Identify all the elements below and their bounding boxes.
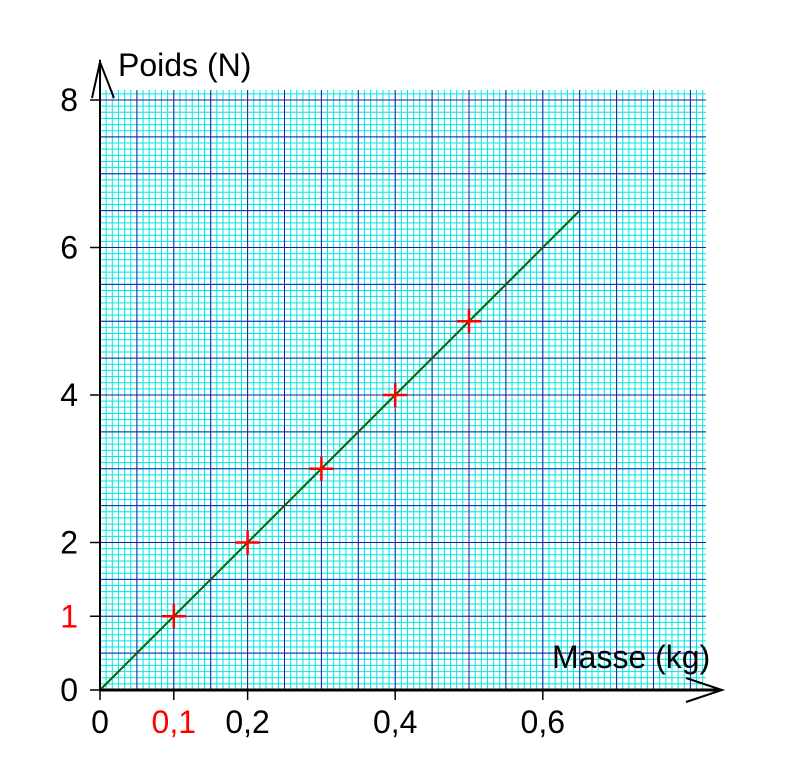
graph-paper-grid	[99, 90, 706, 691]
x-axis-label: Masse (kg)	[552, 639, 710, 675]
y-tick-label: 1	[60, 598, 78, 634]
data-point-1	[161, 604, 186, 629]
data-point-2	[235, 530, 260, 555]
y-tick-label: 8	[60, 82, 78, 118]
y-tick-label: 4	[60, 377, 78, 413]
data-point-5	[457, 309, 481, 334]
x-tick-label: 0,2	[225, 704, 269, 740]
x-tick-label: 0,6	[521, 704, 565, 740]
y-axis-arrow	[91, 58, 115, 99]
y-tick-label: 6	[60, 230, 78, 266]
data-point-3	[309, 456, 334, 481]
data-point-4	[383, 383, 408, 407]
y-axis-label: Poids (N)	[118, 47, 251, 83]
y-tick-label: 2	[60, 525, 78, 561]
x-tick-label: 0	[91, 704, 109, 740]
x-axis-arrow	[685, 677, 726, 703]
data-points	[161, 309, 481, 629]
axes	[91, 58, 726, 703]
fit-line	[99, 209, 581, 691]
tick-labels: 0 0,1 0,2 0,4 0,6 0 1 2 4 6 8	[60, 82, 565, 740]
y-tick-label: 0	[60, 672, 78, 708]
x-tick-label: 0,1	[152, 704, 196, 740]
x-tick-label: 0,4	[373, 704, 417, 740]
